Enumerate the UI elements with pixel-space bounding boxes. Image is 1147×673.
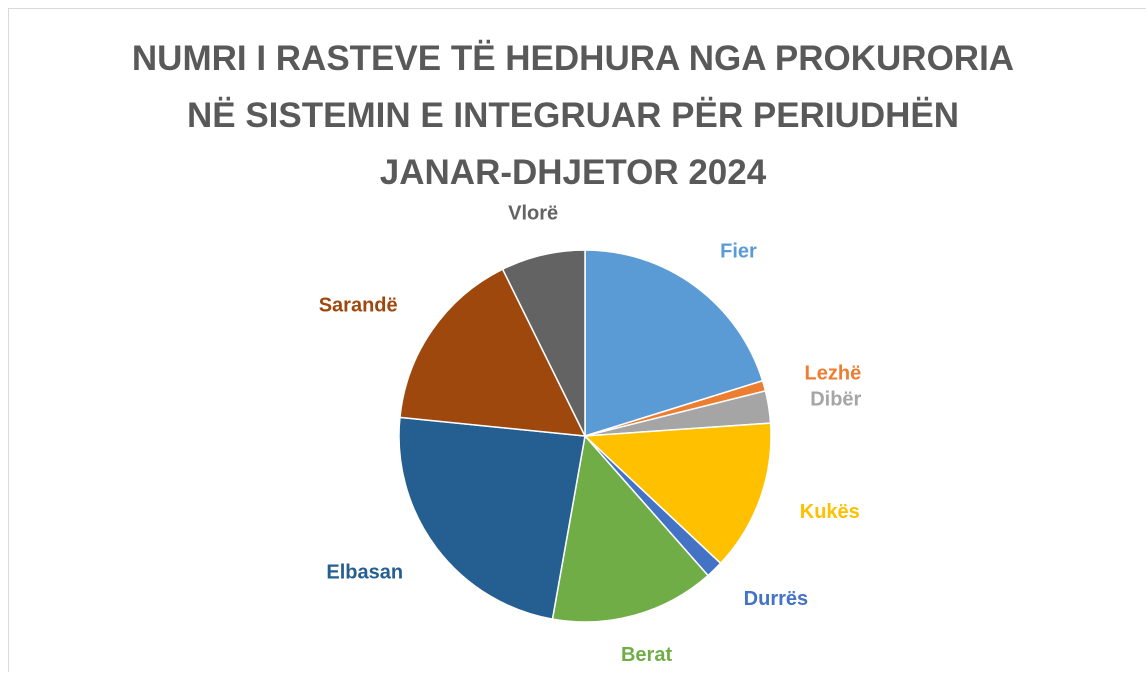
pie-slice: [583, 422, 772, 565]
slice-label: Lezhë: [805, 363, 862, 385]
pie-slice: [398, 416, 586, 620]
chart-frame: [8, 8, 1146, 672]
pie-slice: [551, 434, 710, 623]
slice-label: Sarandë: [319, 294, 398, 316]
pie-slice: [584, 249, 764, 438]
slice-label: Durrës: [744, 588, 808, 610]
slice-label: Dibër: [810, 389, 861, 411]
slice-label: Kukës: [800, 501, 860, 523]
slice-label: Elbasan: [326, 562, 403, 584]
pie-slice: [399, 268, 587, 437]
slice-label: Vlorë: [508, 202, 558, 224]
chart-title: NUMRI I RASTEVE TË HEDHURA NGA PROKURORI…: [131, 39, 1015, 192]
pie-slice: [501, 249, 586, 437]
slice-label: Berat: [621, 644, 672, 666]
slice-label: Fier: [720, 241, 757, 263]
